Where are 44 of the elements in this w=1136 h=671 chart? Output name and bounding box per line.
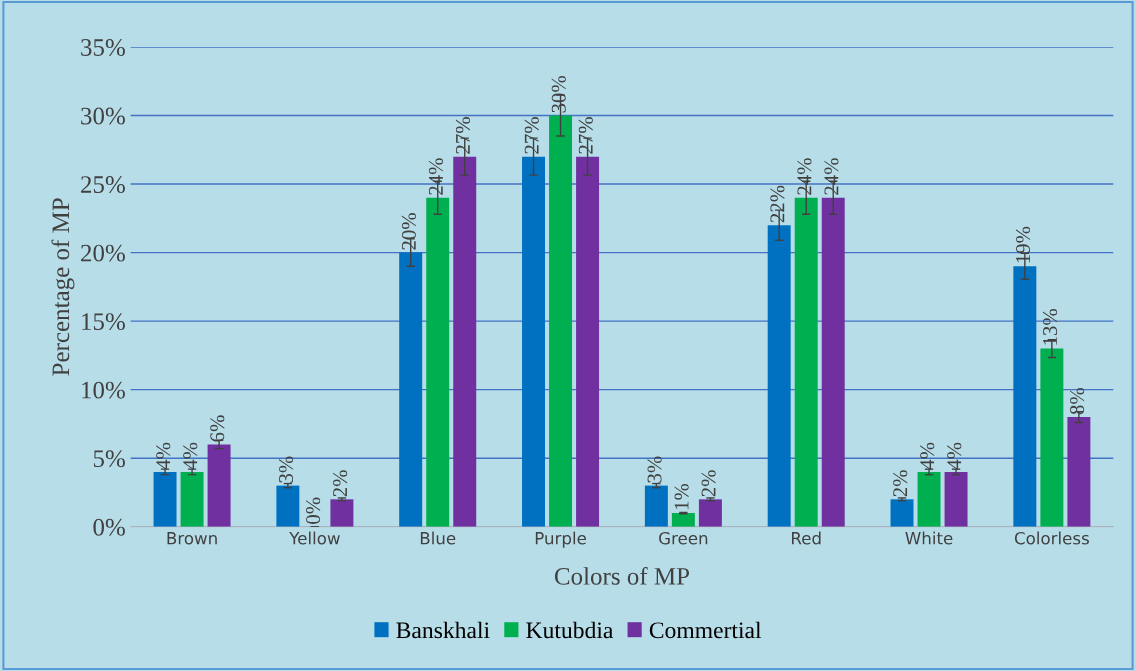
data-label: 0%: [306, 497, 321, 524]
y-tick-label: 25%: [81, 176, 125, 194]
x-tick-label: Green: [659, 531, 708, 545]
legend-label: Commertial: [649, 621, 762, 639]
y-tick-label: 15%: [82, 313, 125, 331]
x-tick-label: Purple: [535, 531, 586, 548]
data-label: 4%: [920, 442, 935, 470]
data-label: 27%: [578, 117, 593, 154]
y-tick-label: 35%: [81, 39, 125, 56]
data-label: 4%: [947, 442, 962, 470]
data-label: 24%: [797, 158, 812, 195]
x-axis-title: Colors of MP: [554, 566, 690, 585]
data-label: 3%: [647, 456, 662, 483]
data-label: 13%: [1043, 309, 1058, 345]
data-label: 22%: [770, 185, 785, 223]
data-label: 2%: [333, 470, 348, 497]
data-label: 20%: [401, 213, 416, 250]
data-label: 27%: [455, 117, 471, 154]
data-label: 2%: [893, 470, 908, 497]
data-label: 24%: [428, 158, 443, 195]
data-label: 30%: [551, 75, 566, 113]
data-label: 2%: [701, 470, 716, 497]
x-tick-label: Yellow: [289, 531, 340, 545]
y-axis-title: Percentage of MP: [51, 198, 75, 376]
y-tick-label: 20%: [81, 244, 125, 262]
x-tick-label: Colorless: [1014, 531, 1089, 545]
y-tick-label: 30%: [81, 107, 125, 125]
y-tick-label: 5%: [93, 450, 125, 468]
data-label: 24%: [824, 158, 839, 195]
data-label: 19%: [1016, 226, 1031, 263]
data-label: 27%: [524, 117, 539, 154]
legend-label: Kutubdia: [526, 621, 614, 639]
legend-label: Banskhali: [396, 621, 490, 639]
x-tick-label: Brown: [167, 532, 217, 545]
x-tick-label: Blue: [420, 531, 456, 545]
y-tick-label: 10%: [82, 381, 125, 399]
data-label: 4%: [156, 442, 171, 470]
data-label: 3%: [279, 456, 294, 483]
data-label: 1%: [674, 483, 689, 510]
x-tick-label: White: [905, 531, 953, 545]
x-tick-label: Red: [792, 531, 821, 545]
y-tick-label: 0%: [93, 518, 125, 536]
data-label: 8%: [1070, 387, 1085, 415]
data-label: 4%: [183, 442, 198, 470]
